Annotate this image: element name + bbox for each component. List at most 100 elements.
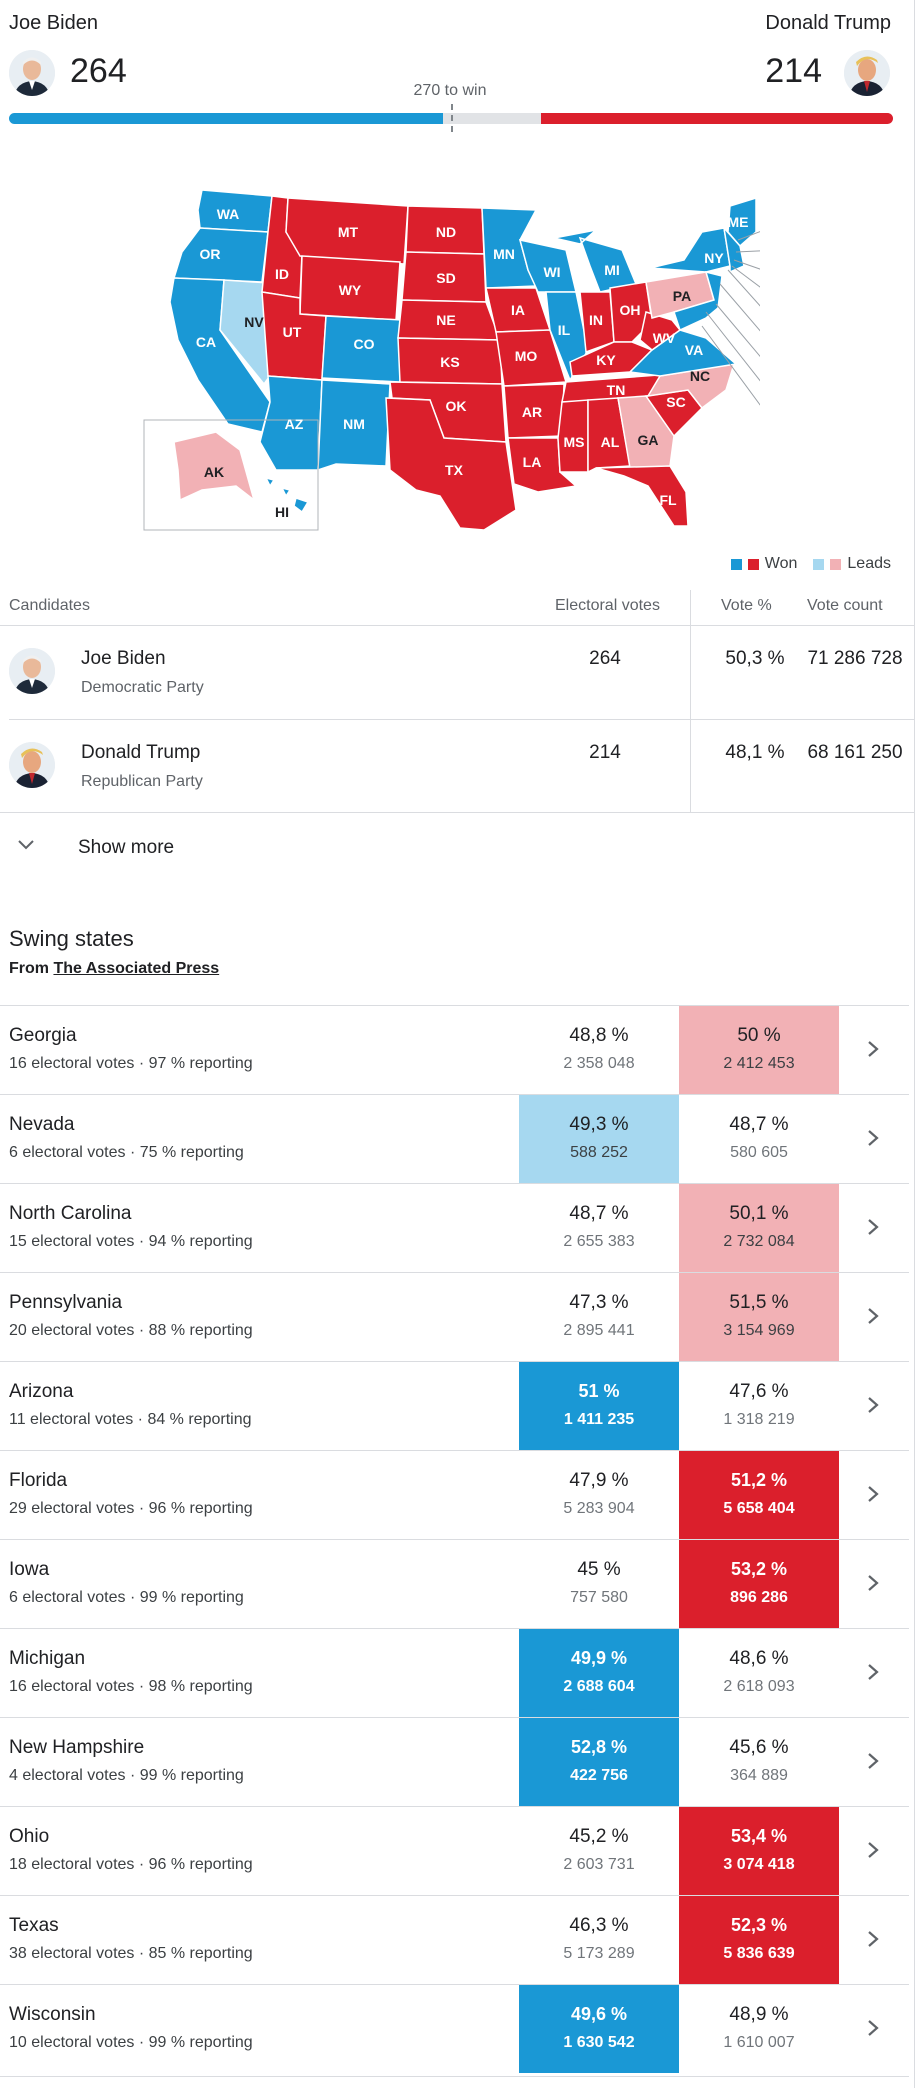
- rep-vote-count: 3 154 969: [723, 1322, 795, 1339]
- rep-result-cell: 51,5 % 3 154 969: [679, 1273, 839, 1361]
- state-label-az: AZ: [285, 416, 304, 432]
- dem-vote-count: 5 173 289: [563, 1945, 635, 1962]
- inset-box: [143, 419, 319, 531]
- trump-avatar: [844, 50, 890, 96]
- state-fl[interactable]: [595, 465, 689, 527]
- state-label-ok: OK: [446, 398, 467, 414]
- swing-state-name: Iowa: [9, 1559, 50, 1580]
- swing-state-row[interactable]: Ohio 18 electoral votes · 96 % reporting 4…: [0, 1806, 909, 1895]
- rep-vote-count: 5 658 404: [723, 1500, 795, 1517]
- swing-state-row[interactable]: Iowa 6 electoral votes · 99 % reporting 45…: [0, 1539, 909, 1628]
- candidate-vote-count: 71 286 728: [807, 648, 903, 669]
- state-label-wv: WV: [653, 330, 676, 346]
- swing-state-name: Nevada: [9, 1114, 75, 1135]
- state-label-fl: FL: [659, 492, 677, 508]
- rep-progress-bar: [541, 113, 893, 124]
- dem-result-cell: 52,8 % 422 756: [519, 1718, 679, 1806]
- dem-result-cell: 51 % 1 411 235: [519, 1362, 679, 1450]
- state-wv[interactable]: [639, 311, 682, 351]
- state-ga[interactable]: [617, 395, 675, 469]
- chevron-right-icon: [868, 1664, 879, 1680]
- dem-result-cell: 48,8 % 2 358 048: [519, 1006, 679, 1094]
- chevron-right-icon: [868, 1397, 879, 1413]
- swing-state-info: 15 electoral votes · 94 % reporting: [9, 1233, 253, 1250]
- swing-state-name: Georgia: [9, 1025, 77, 1046]
- dem-vote-count: 588 252: [570, 1144, 628, 1161]
- table-bottom-divider: [0, 812, 914, 813]
- swing-state-info: 16 electoral votes · 98 % reporting: [9, 1678, 253, 1695]
- dem-vote-count: 1 630 542: [563, 2034, 635, 2051]
- rep-vote-count: 2 618 093: [723, 1678, 795, 1695]
- state-new-england[interactable]: [722, 225, 745, 274]
- legend-dem-leads-swatch: [813, 558, 825, 570]
- map-legend: Won Leads: [730, 555, 891, 573]
- swing-state-row[interactable]: Michigan 16 electoral votes · 98 % report…: [0, 1628, 909, 1717]
- swing-state-row[interactable]: Pennsylvania 20 electoral votes · 88 % re…: [0, 1272, 909, 1361]
- swing-state-row[interactable]: Florida 29 electoral votes · 96 % reporti…: [0, 1450, 909, 1539]
- state-label-hi: HI: [275, 504, 289, 520]
- dem-result-cell: 45 % 757 580: [519, 1540, 679, 1628]
- swing-state-info: 38 electoral votes · 85 % reporting: [9, 1945, 253, 1962]
- state-label-id: ID: [275, 266, 289, 282]
- map-connector-lines: [701, 231, 760, 406]
- candidate-electoral: 214: [589, 742, 621, 763]
- col-header-candidates: Candidates: [9, 597, 90, 614]
- dem-vote-pct: 45,2 %: [569, 1826, 629, 1847]
- swing-state-name: New Hampshire: [9, 1737, 145, 1758]
- swing-state-row[interactable]: North Carolina 15 electoral votes · 94 % …: [0, 1183, 909, 1272]
- state-ak[interactable]: [173, 431, 256, 502]
- dem-result-cell: 47,3 % 2 895 441: [519, 1273, 679, 1361]
- state-hi[interactable]: [264, 476, 310, 514]
- state-nj-md-de[interactable]: [673, 270, 723, 332]
- swing-state-row[interactable]: Wisconsin 10 electoral votes · 99 % repor…: [0, 1984, 909, 2073]
- chevron-right-icon: [868, 1486, 879, 1502]
- trump-name: Donald Trump: [765, 12, 891, 34]
- swing-state-name: Michigan: [9, 1648, 86, 1669]
- dem-vote-pct: 51 %: [578, 1381, 620, 1401]
- chevron-right-icon: [868, 1753, 879, 1769]
- legend-won-label: Won: [764, 555, 798, 572]
- chevron-right-icon: [868, 1308, 879, 1324]
- state-tx[interactable]: [385, 397, 517, 531]
- state-label-tn: TN: [607, 382, 626, 398]
- swing-state-row[interactable]: Nevada 6 electoral votes · 75 % reporting…: [0, 1094, 909, 1183]
- swing-state-name: Ohio: [9, 1826, 50, 1847]
- source-link[interactable]: The Associated Press: [53, 960, 220, 977]
- page-edge-divider: [914, 0, 915, 2088]
- state-nm[interactable]: [317, 379, 391, 472]
- swing-state-name: Wisconsin: [9, 2004, 96, 2025]
- show-more-label: Show more: [78, 837, 175, 858]
- swing-state-row[interactable]: Arizona 11 electoral votes · 84 % reporti…: [0, 1361, 909, 1450]
- col-header-vote-count: Vote count: [807, 597, 883, 614]
- state-label-or: OR: [200, 246, 221, 262]
- rep-vote-pct: 53,2 %: [730, 1559, 788, 1579]
- swing-state-row[interactable]: Georgia 16 electoral votes · 97 % reporti…: [0, 1005, 909, 1094]
- trump-electoral-count: 214: [765, 52, 822, 90]
- state-or[interactable]: [172, 227, 269, 283]
- swing-state-name: Arizona: [9, 1381, 74, 1402]
- state-label-pa: PA: [673, 288, 691, 304]
- rep-result-cell: 48,9 % 1 610 007: [679, 1985, 839, 2073]
- state-label-nd: ND: [436, 224, 456, 240]
- dem-vote-pct: 49,6 %: [570, 2004, 628, 2024]
- state-label-ny: NY: [704, 250, 724, 266]
- swing-state-info: 11 electoral votes · 84 % reporting: [9, 1411, 252, 1428]
- swing-state-row[interactable]: Texas 38 electoral votes · 85 % reporting…: [0, 1895, 909, 1984]
- swing-state-name: North Carolina: [9, 1203, 132, 1224]
- rep-result-cell: 50,1 % 2 732 084: [679, 1184, 839, 1272]
- state-label-ga: GA: [638, 432, 659, 448]
- rep-result-cell: 52,3 % 5 836 639: [679, 1896, 839, 1984]
- swing-state-row[interactable]: New Hampshire 4 electoral votes · 99 % re…: [0, 1717, 909, 1806]
- swing-state-info: 16 electoral votes · 97 % reporting: [9, 1055, 253, 1072]
- dem-result-cell: 49,6 % 1 630 542: [519, 1985, 679, 2073]
- state-me[interactable]: [727, 196, 757, 248]
- rep-vote-count: 896 286: [730, 1589, 788, 1606]
- state-label-nm: NM: [343, 416, 365, 432]
- state-label-oh: OH: [620, 302, 641, 318]
- show-more-button[interactable]: Show more: [0, 818, 300, 878]
- col-header-vote-pct: Vote %: [721, 597, 772, 614]
- swing-state-info: 6 electoral votes · 75 % reporting: [9, 1144, 244, 1161]
- swing-list-end-divider: [0, 2076, 909, 2077]
- state-ms[interactable]: [557, 399, 589, 473]
